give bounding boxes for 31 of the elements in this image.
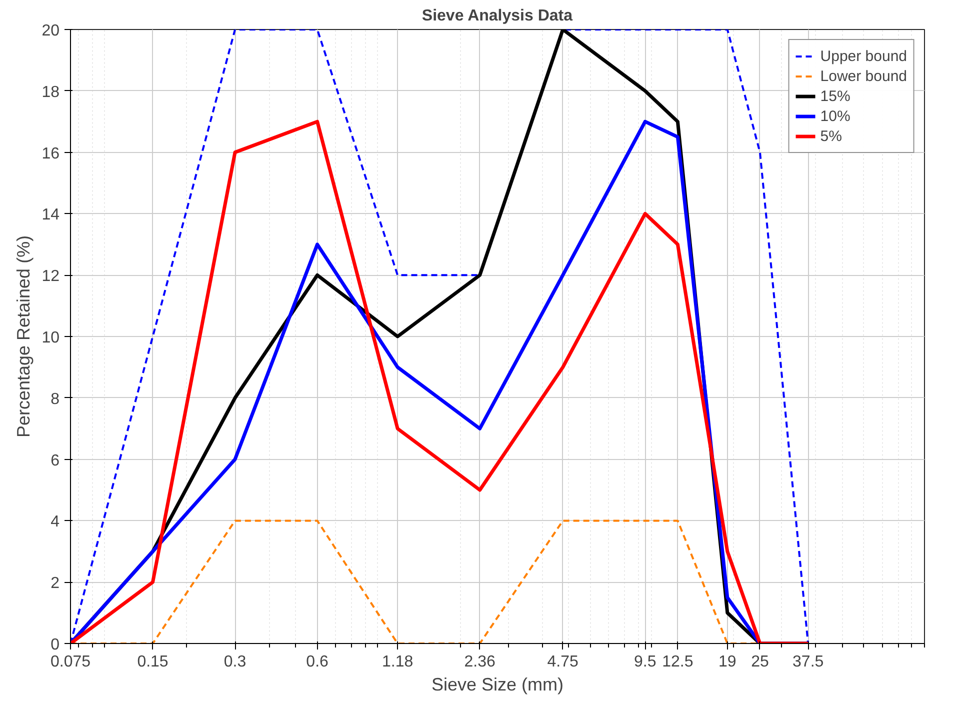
x-tick-label: 37.5 [792,654,824,670]
x-tick-label: 0.3 [224,654,246,670]
y-axis-title: Percentage Retained (%) [14,235,34,438]
y-tick-label: 18 [42,84,60,101]
y-tick-label: 8 [50,390,60,408]
legend-label: 15% [820,88,850,104]
y-tick-label: 0 [50,636,60,654]
x-tick-label: 2.36 [464,654,496,670]
x-tick-label: 12.5 [662,654,694,670]
x-tick-label: 9.5 [634,654,656,670]
legend-label: Lower bound [820,68,907,84]
x-tick-label: 0.15 [137,654,168,670]
y-tick-label: 12 [42,268,60,286]
chart-title: Sieve Analysis Data [422,8,573,24]
x-tick-label: 0.075 [50,654,91,670]
x-tick-label: 19 [718,654,736,670]
x-tick-label: 0.6 [306,654,329,670]
x-tick-label: 4.75 [547,654,579,670]
y-tick-label: 14 [42,206,60,224]
y-tick-label: 4 [50,514,60,531]
y-tick-label: 2 [50,575,60,592]
y-tick-label: 16 [42,145,60,162]
legend-label: 10% [820,108,850,124]
y-tick-label: 6 [50,452,60,470]
x-axis-title: Sieve Size (mm) [431,674,564,694]
y-tick-label: 20 [42,22,60,40]
legend-label: Upper bound [820,48,907,64]
y-tick-label: 10 [42,330,60,346]
x-tick-label: 25 [751,654,769,670]
x-tick-label: 1.18 [382,654,414,670]
legend-label: 5% [820,128,842,144]
